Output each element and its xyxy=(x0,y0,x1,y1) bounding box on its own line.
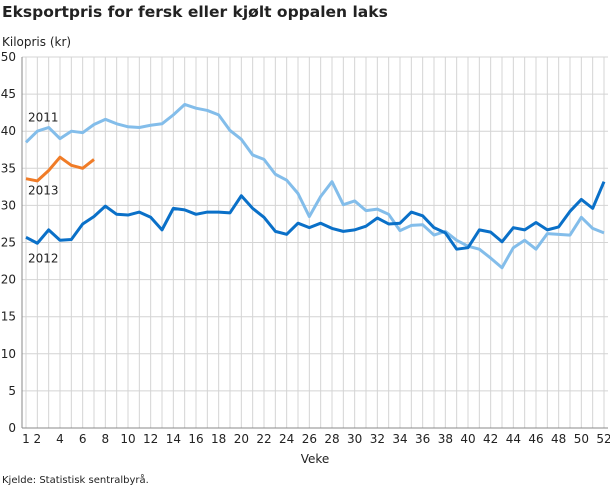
x-tick-label: 1 xyxy=(22,432,30,446)
y-tick-label: 45 xyxy=(1,87,16,101)
x-tick-label: 42 xyxy=(483,432,498,446)
series-line-2011 xyxy=(24,102,605,270)
x-tick-label: 26 xyxy=(302,432,317,446)
x-tick-label: 12 xyxy=(143,432,158,446)
x-tick-label: 10 xyxy=(120,432,135,446)
x-tick-label: 30 xyxy=(347,432,362,446)
y-tick-label: 25 xyxy=(1,236,16,250)
x-tick-label: 22 xyxy=(256,432,271,446)
x-tick-label: 50 xyxy=(574,432,589,446)
source-note: Kjelde: Statistisk sentralbyrå. xyxy=(2,473,149,486)
x-tick-label: 18 xyxy=(211,432,226,446)
x-tick-label: 44 xyxy=(506,432,521,446)
y-tick-label: 0 xyxy=(8,421,16,435)
x-tick-label: 48 xyxy=(551,432,566,446)
y-tick-label: 40 xyxy=(1,124,16,138)
x-tick-label: 6 xyxy=(79,432,87,446)
series-label-2011: 2011 xyxy=(28,111,59,125)
x-tick-label: 46 xyxy=(528,432,543,446)
x-tick-label: 20 xyxy=(234,432,249,446)
x-tick-label: 2 xyxy=(34,432,42,446)
series-label-2013: 2013 xyxy=(28,183,59,197)
series-label-2012: 2012 xyxy=(28,252,59,266)
x-axis-label: Veke xyxy=(301,452,330,466)
y-tick-label: 5 xyxy=(8,384,16,398)
x-tick-label: 52 xyxy=(596,432,610,446)
y-tick-label: 30 xyxy=(1,198,16,212)
x-tick-label: 24 xyxy=(279,432,294,446)
x-tick-label: 4 xyxy=(56,432,64,446)
y-tick-label: 35 xyxy=(1,161,16,175)
series-line-2013 xyxy=(25,155,95,183)
y-tick-label: 50 xyxy=(1,50,16,64)
x-tick-label: 8 xyxy=(102,432,110,446)
x-tick-label: 34 xyxy=(392,432,407,446)
x-tick-label: 32 xyxy=(370,432,385,446)
x-tick-label: 16 xyxy=(188,432,203,446)
y-tick-label: 20 xyxy=(1,273,16,287)
x-tick-label: 36 xyxy=(415,432,430,446)
x-tick-label: 14 xyxy=(166,432,181,446)
x-tick-label: 40 xyxy=(460,432,475,446)
chart-title: Eksportpris for fersk eller kjølt oppale… xyxy=(2,3,388,21)
x-tick-label: 38 xyxy=(438,432,453,446)
y-tick-label: 10 xyxy=(1,347,16,361)
y-axis-label: Kilopris (kr) xyxy=(2,35,71,49)
y-tick-label: 15 xyxy=(1,310,16,324)
series-line-2012 xyxy=(25,181,606,251)
x-tick-label: 28 xyxy=(324,432,339,446)
